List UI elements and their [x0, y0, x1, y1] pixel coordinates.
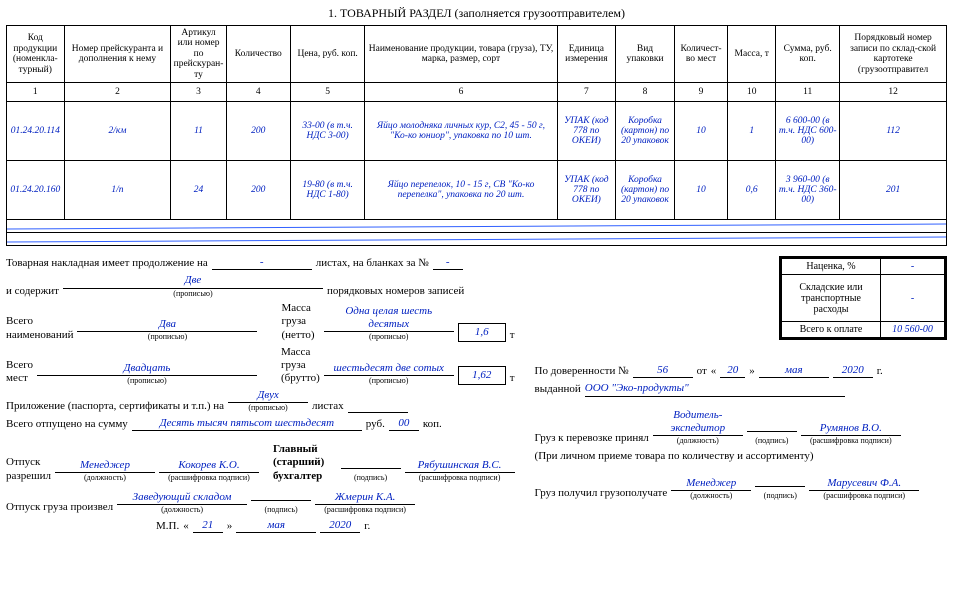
- col-header: Единица измерения: [557, 26, 616, 83]
- col-header: Артикул или номер по прейскуран-ту: [171, 26, 226, 83]
- col-header: Наименование продукции, товара (груза), …: [365, 26, 557, 83]
- section-title: 1. ТОВАРНЫЙ РАЗДЕЛ (заполняется грузоотп…: [6, 6, 947, 21]
- table-row: 01.24.20.1601/п2420019-80 (в т.ч. НДС 1-…: [7, 161, 947, 220]
- col-header: Количество: [226, 26, 290, 83]
- table-row: 01.24.20.1142/км1120033-00 (в т.ч. НДС 3…: [7, 102, 947, 161]
- col-header: Масса, т: [728, 26, 776, 83]
- col-header: Количест-во мест: [674, 26, 727, 83]
- goods-table: Код продукции (номенкла-турный)Номер пре…: [6, 25, 947, 246]
- col-header: Сумма, руб. коп.: [776, 26, 840, 83]
- col-header: Вид упаковки: [616, 26, 675, 83]
- col-header: Номер прейскуранта и дополнения к нему: [64, 26, 171, 83]
- continuation-row: Товарная накладная имеет продолжение на …: [6, 256, 515, 270]
- col-header: Код продукции (номенкла-турный): [7, 26, 65, 83]
- col-header: Цена, руб. коп.: [290, 26, 365, 83]
- col-header: Порядковый номер записи по склад-ской ка…: [840, 26, 947, 83]
- totals-sidebox: Наценка, %- Складские или транспортные р…: [779, 256, 947, 340]
